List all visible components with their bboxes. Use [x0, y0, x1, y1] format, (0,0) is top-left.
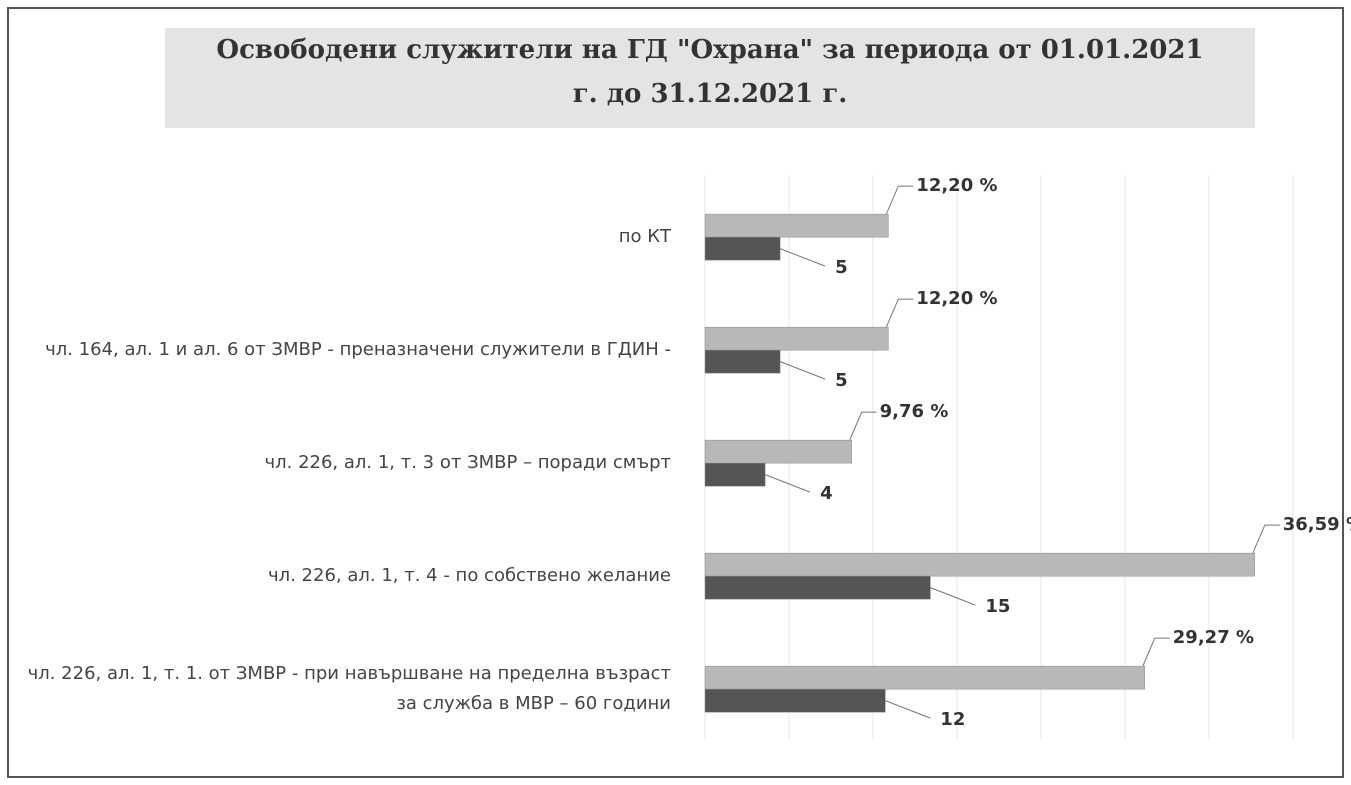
- bar: [704, 213, 889, 238]
- value-label: 12,20 %: [916, 175, 997, 196]
- bar: [704, 575, 931, 600]
- value-label: 36,59 %: [1283, 514, 1351, 535]
- leader-line: [1252, 524, 1280, 554]
- leader-line: [885, 185, 914, 215]
- leader-line: [885, 700, 931, 719]
- leader-line: [885, 298, 914, 328]
- leader-line: [849, 411, 877, 441]
- bar: [704, 326, 889, 351]
- leader-line: [1142, 637, 1170, 667]
- category-label: чл. 226, ал. 1, т. 4 - по собствено жела…: [267, 565, 671, 587]
- category-label: чл. 226, ал. 1, т. 3 от ЗМВР – поради см…: [264, 452, 671, 474]
- bar: [704, 688, 886, 713]
- value-label: 29,27 %: [1173, 627, 1254, 648]
- leader-line: [930, 587, 976, 606]
- value-label: 5: [835, 257, 848, 278]
- value-label: 4: [820, 483, 833, 504]
- leader-line: [779, 248, 826, 267]
- leader-line: [779, 361, 826, 380]
- bar: [704, 236, 781, 261]
- bar: [704, 665, 1146, 690]
- value-label: 12: [940, 709, 965, 730]
- bar: [704, 462, 766, 487]
- category-label: чл. 226, ал. 1, т. 1. от ЗМВР - при навъ…: [27, 663, 671, 715]
- bar: [704, 439, 852, 464]
- category-label: по КТ: [618, 226, 671, 248]
- category-label: чл. 164, ал. 1 и ал. 6 от ЗМВР - преназн…: [45, 339, 671, 361]
- bar: [704, 552, 1256, 577]
- value-label: 9,76 %: [880, 401, 949, 422]
- chart-title: Освободени служители на ГД "Охрана" за п…: [165, 28, 1255, 128]
- value-label: 15: [985, 596, 1010, 617]
- value-label: 5: [835, 370, 848, 391]
- leader-line: [764, 474, 811, 493]
- bar: [704, 349, 781, 374]
- frame: [7, 7, 1344, 778]
- value-label: 12,20 %: [916, 288, 997, 309]
